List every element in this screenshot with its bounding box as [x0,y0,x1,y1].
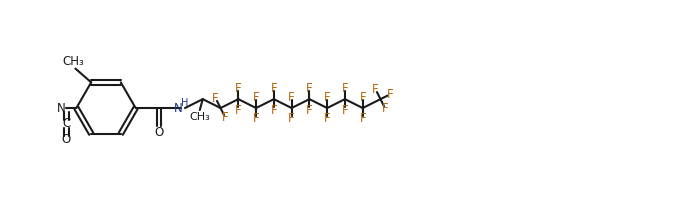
Text: F: F [387,88,394,101]
Text: F: F [253,112,259,125]
Text: CH₃: CH₃ [190,112,210,122]
Text: F: F [373,83,379,96]
Text: CH₃: CH₃ [63,55,84,68]
Text: F: F [341,103,348,117]
Text: F: F [288,91,295,104]
Text: F: F [306,103,313,117]
Text: O: O [154,126,164,139]
Text: F: F [235,82,241,95]
Text: H: H [182,98,188,108]
Text: F: F [306,82,313,95]
Text: F: F [341,82,348,95]
Text: F: F [271,82,277,95]
Text: O: O [62,133,71,146]
Text: N: N [173,101,182,115]
Text: N: N [57,101,66,115]
Text: F: F [324,91,330,104]
Text: F: F [360,91,366,104]
Text: C: C [63,117,71,130]
Text: F: F [271,103,277,117]
Text: F: F [235,103,241,117]
Text: F: F [212,92,219,105]
Text: F: F [324,112,330,125]
Text: F: F [288,112,295,125]
Text: F: F [360,112,366,125]
Text: F: F [222,111,228,124]
Text: F: F [253,91,259,104]
Text: F: F [382,102,389,115]
